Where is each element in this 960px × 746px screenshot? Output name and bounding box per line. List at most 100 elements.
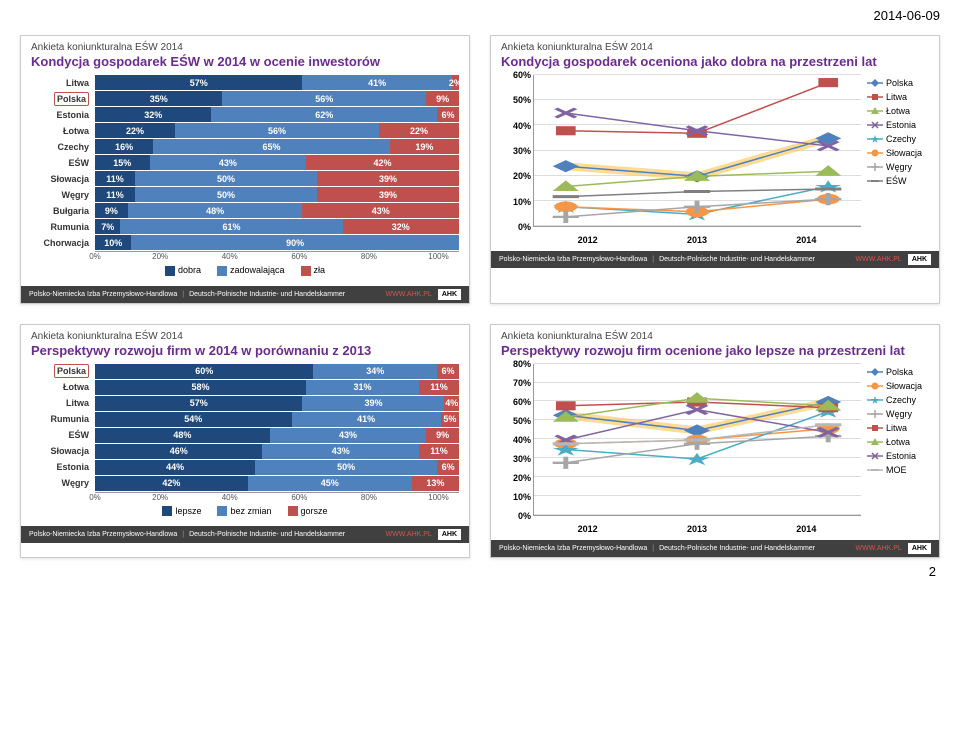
panel-4: Ankieta koniunkturalna EŚW 2014 Perspekt…	[490, 324, 940, 558]
stacked-bar: 58%31%11%	[95, 380, 459, 395]
bar-segment: 34%	[313, 364, 437, 379]
panel-footer: Polsko-Niemiecka Izba Przemysłowo-Handlo…	[491, 540, 939, 557]
stacked-bar: 60%34%6%	[95, 364, 459, 379]
bar-row: Węgry 11%50%39%	[31, 187, 459, 202]
category-label: Estonia	[31, 462, 95, 472]
bar-row: EŚW 48%43%9%	[31, 428, 459, 443]
category-label: Łotwa	[31, 382, 95, 392]
bar-segment: 58%	[95, 380, 306, 395]
panel-footer: Polsko-Niemiecka Izba Przemysłowo-Handlo…	[491, 251, 939, 268]
y-axis: 0%10%20%30%40%50%60%	[505, 75, 533, 227]
bar-segment: 45%	[248, 476, 412, 491]
bar-segment: 39%	[317, 171, 459, 186]
footer-url: WWW.AHK.PL	[386, 291, 432, 298]
bar-segment: 50%	[255, 460, 437, 475]
bar-segment: 41%	[302, 75, 451, 90]
line-svg	[533, 75, 861, 227]
legend-item: Łotwa	[867, 436, 929, 448]
bar-row: Litwa 57%41%2%	[31, 75, 459, 90]
legend-item: MOE	[867, 464, 929, 476]
footer-text: Polsko-Niemiecka Izba Przemysłowo-Handlo…	[29, 291, 177, 298]
bar-row: Łotwa 58%31%11%	[31, 380, 459, 395]
panel-footer: Polsko-Niemiecka Izba Przemysłowo-Handlo…	[21, 286, 469, 303]
bar-segment: 39%	[302, 396, 444, 411]
stacked-bar: 11%50%39%	[95, 171, 459, 186]
legend-item: Węgry	[867, 161, 929, 173]
y-axis: 0%10%20%30%40%50%60%70%80%	[505, 364, 533, 516]
legend-item: gorsze	[288, 506, 328, 517]
stacked-bar: 57%41%2%	[95, 75, 459, 90]
legend-item: bez zmian	[217, 506, 271, 517]
category-label: Estonia	[31, 110, 95, 120]
chart-legend: lepszebez zmiangorsze	[31, 502, 459, 521]
bar-segment: 57%	[95, 75, 302, 90]
slide-grid: Ankieta koniunkturalna EŚW 2014 Kondycja…	[0, 27, 960, 562]
survey-label: Ankieta koniunkturalna EŚW 2014	[31, 331, 459, 342]
panel-1: Ankieta koniunkturalna EŚW 2014 Kondycja…	[20, 35, 470, 304]
bar-segment: 6%	[437, 364, 459, 379]
bar-segment: 13%	[412, 476, 459, 491]
bar-segment: 48%	[128, 203, 303, 218]
bar-segment: 44%	[95, 460, 255, 475]
bar-segment: 35%	[95, 91, 222, 106]
bar-segment: 43%	[302, 203, 459, 218]
bar-segment: 62%	[211, 107, 437, 122]
stacked-bar: 22%56%22%	[95, 123, 459, 138]
category-label: Rumunia	[31, 222, 95, 232]
footer-text: Deutsch-Polnische Industrie- und Handels…	[189, 531, 345, 538]
bar-segment: 32%	[95, 107, 211, 122]
x-axis: 0%20%40%60%80%100%	[95, 251, 459, 261]
bar-segment: 65%	[153, 139, 390, 154]
legend-item: Litwa	[867, 91, 929, 103]
line-chart: 0%10%20%30%40%50%60% 201220132014 Polska…	[501, 75, 929, 245]
line-legend: Polska Słowacja Czechy Węgry Litwa Łotwa…	[861, 364, 929, 534]
panel-3: Ankieta koniunkturalna EŚW 2014 Perspekt…	[20, 324, 470, 558]
category-label: Słowacja	[31, 174, 95, 184]
bar-segment: 6%	[437, 107, 459, 122]
bar-segment: 57%	[95, 396, 302, 411]
bar-segment: 60%	[95, 364, 313, 379]
bar-segment: 7%	[95, 219, 120, 234]
bar-row: Czechy 16%65%19%	[31, 139, 459, 154]
bar-segment: 19%	[390, 139, 459, 154]
category-label: Litwa	[31, 398, 95, 408]
footer-text: Polsko-Niemiecka Izba Przemysłowo-Handlo…	[499, 545, 647, 552]
legend-item: zadowalająca	[217, 265, 285, 276]
legend-item: Estonia	[867, 119, 929, 131]
stacked-bar: 35%56%9%	[95, 91, 459, 106]
hbar-chart: Litwa 57%41%2% Polska 35%56%9% Estonia 3…	[31, 75, 459, 280]
stacked-bar: 44%50%6%	[95, 460, 459, 475]
category-label: Czechy	[31, 142, 95, 152]
bar-segment: 46%	[95, 444, 262, 459]
chart-title: Kondycja gospodarek EŚW w 2014 w ocenie …	[31, 54, 459, 69]
stacked-bar: 54%41%5%	[95, 412, 459, 427]
legend-item: Łotwa	[867, 105, 929, 117]
bar-segment: 9%	[95, 203, 128, 218]
legend-item: zła	[301, 265, 326, 276]
footer-url: WWW.AHK.PL	[856, 545, 902, 552]
stacked-bar: 32%62%6%	[95, 107, 459, 122]
ahk-badge: AHK	[438, 289, 461, 300]
category-label: Litwa	[31, 78, 95, 88]
x-axis: 201220132014	[533, 235, 861, 245]
legend-item: Czechy	[867, 394, 929, 406]
x-axis: 0%20%40%60%80%100%	[95, 492, 459, 502]
stacked-bar: 9%48%43%	[95, 203, 459, 218]
stacked-bar: 15%43%42%	[95, 155, 459, 170]
bar-segment: 32%	[343, 219, 459, 234]
bar-row: Polska 60%34%6%	[31, 364, 459, 379]
bar-segment: 15%	[95, 155, 150, 170]
legend-item: Estonia	[867, 450, 929, 462]
bar-row: Węgry 42%45%13%	[31, 476, 459, 491]
footer-text: Deutsch-Polnische Industrie- und Handels…	[189, 291, 345, 298]
bar-row: Słowacja 11%50%39%	[31, 171, 459, 186]
bar-segment: 5%	[441, 412, 459, 427]
category-label: Bułgaria	[31, 206, 95, 216]
category-label: Chorwacja	[31, 238, 95, 248]
category-label: Słowacja	[31, 446, 95, 456]
bar-segment: 39%	[317, 187, 459, 202]
category-label: Rumunia	[31, 414, 95, 424]
legend-item: Słowacja	[867, 147, 929, 159]
bar-row: Litwa 57%39%4%	[31, 396, 459, 411]
line-legend: Polska Litwa Łotwa Estonia Czechy Słowac…	[861, 75, 929, 245]
